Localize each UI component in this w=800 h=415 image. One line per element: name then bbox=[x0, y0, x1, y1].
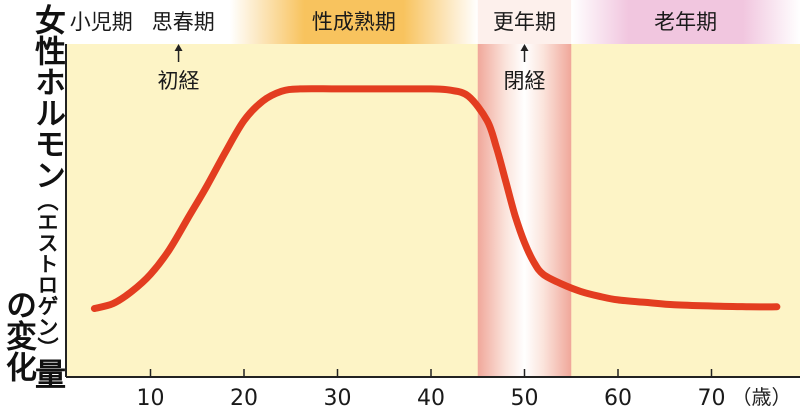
x-tick-label: 10 bbox=[137, 386, 165, 411]
menopause-band bbox=[477, 44, 572, 376]
phase-header-bg bbox=[66, 0, 137, 44]
plot-background bbox=[66, 44, 800, 376]
x-tick-label: 30 bbox=[324, 386, 352, 411]
annotation-label: 閉経 bbox=[504, 69, 546, 93]
phase-label: 性成熟期 bbox=[312, 10, 396, 34]
annotation-arrowhead bbox=[174, 44, 183, 51]
phase-header-bg bbox=[136, 0, 230, 44]
x-tick-label: 50 bbox=[511, 386, 539, 411]
y-axis-label-line2: の変化 bbox=[0, 289, 36, 382]
phase-header-bg bbox=[229, 0, 478, 44]
phase-label: 老年期 bbox=[654, 10, 717, 34]
phase-header-bg bbox=[571, 0, 800, 44]
y-axis-label: 女性ホルモン（エストロゲン）量 の変化 bbox=[0, 4, 65, 389]
phase-label: 小児期 bbox=[70, 10, 133, 34]
annotation-arrowhead bbox=[520, 44, 529, 51]
x-tick-label: 60 bbox=[604, 386, 632, 411]
annotation-label: 初経 bbox=[158, 69, 200, 93]
phase-label: 更年期 bbox=[493, 10, 556, 34]
y-axis-label-line1: 女性ホルモン（エストロゲン）量 bbox=[29, 4, 65, 389]
x-tick-label: 20 bbox=[230, 386, 258, 411]
x-tick-label: 40 bbox=[417, 386, 445, 411]
x-tick-label: 70 bbox=[698, 386, 726, 411]
phase-header-bg bbox=[477, 0, 572, 44]
x-axis-unit: （歳） bbox=[732, 385, 792, 409]
phase-label: 思春期 bbox=[152, 10, 215, 34]
series-line-estrogen bbox=[90, 85, 781, 312]
